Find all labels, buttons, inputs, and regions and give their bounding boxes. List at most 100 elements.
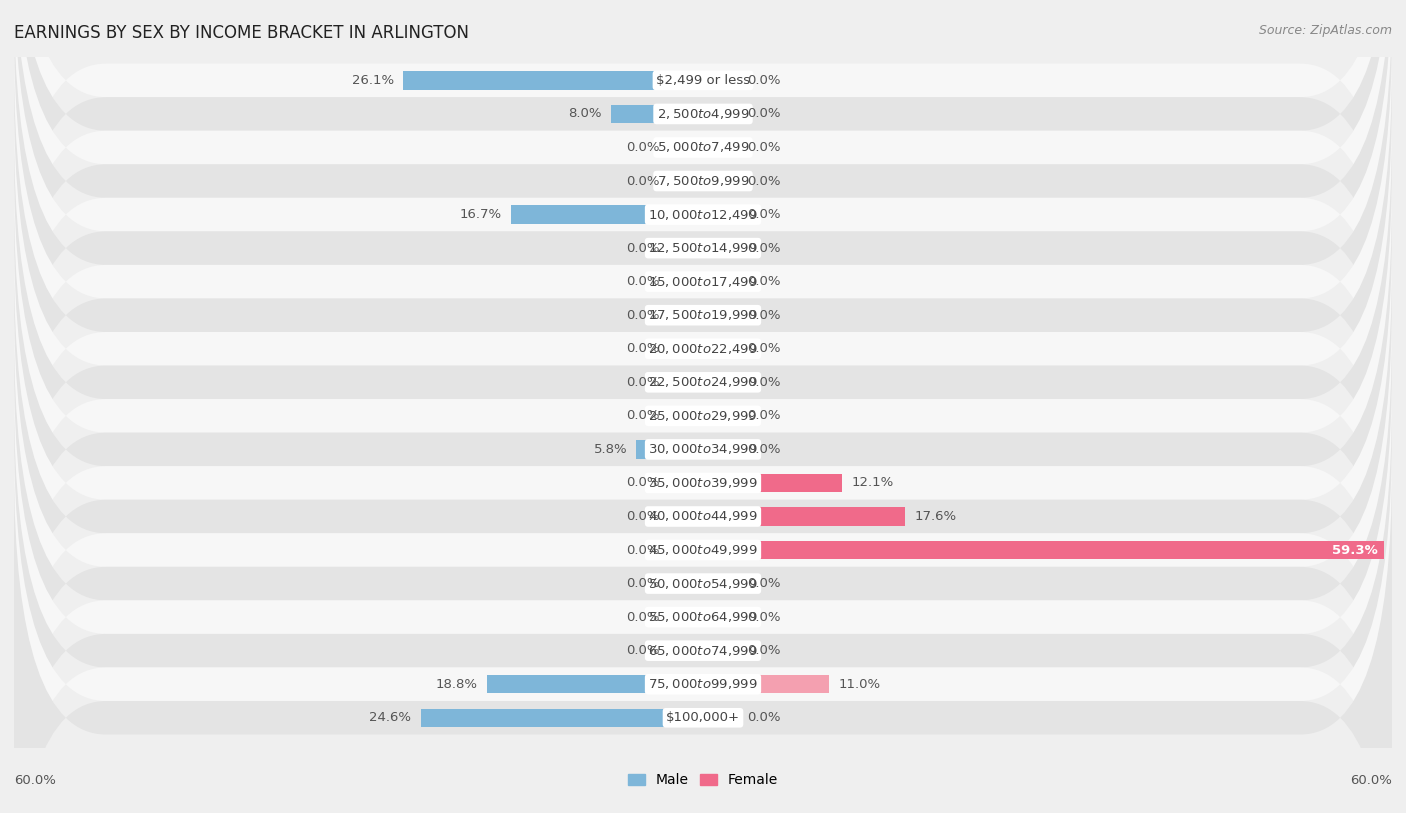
Text: 0.0%: 0.0% xyxy=(747,644,780,657)
Text: $50,000 to $54,999: $50,000 to $54,999 xyxy=(648,576,758,590)
FancyBboxPatch shape xyxy=(14,98,1392,600)
Text: $75,000 to $99,999: $75,000 to $99,999 xyxy=(648,677,758,691)
Text: 17.6%: 17.6% xyxy=(914,510,956,523)
Bar xyxy=(669,239,703,258)
FancyBboxPatch shape xyxy=(14,198,1392,701)
Text: $5,000 to $7,499: $5,000 to $7,499 xyxy=(657,141,749,154)
Bar xyxy=(612,105,703,123)
Text: 26.1%: 26.1% xyxy=(352,74,394,87)
Text: $2,500 to $4,999: $2,500 to $4,999 xyxy=(657,107,749,121)
Bar xyxy=(703,172,738,190)
Legend: Male, Female: Male, Female xyxy=(623,767,783,793)
Text: 0.0%: 0.0% xyxy=(747,376,780,389)
FancyBboxPatch shape xyxy=(14,298,1392,802)
Text: 0.0%: 0.0% xyxy=(626,410,659,422)
Text: $30,000 to $34,999: $30,000 to $34,999 xyxy=(648,442,758,456)
Text: 12.1%: 12.1% xyxy=(851,476,893,489)
Bar xyxy=(512,206,703,224)
Text: 0.0%: 0.0% xyxy=(747,577,780,590)
FancyBboxPatch shape xyxy=(14,0,1392,399)
Text: 0.0%: 0.0% xyxy=(626,275,659,288)
Text: 0.0%: 0.0% xyxy=(626,342,659,355)
FancyBboxPatch shape xyxy=(14,433,1392,813)
Text: $2,499 or less: $2,499 or less xyxy=(657,74,749,87)
FancyBboxPatch shape xyxy=(14,399,1392,813)
Text: 0.0%: 0.0% xyxy=(747,410,780,422)
Bar xyxy=(703,641,738,660)
Text: Source: ZipAtlas.com: Source: ZipAtlas.com xyxy=(1258,24,1392,37)
Text: 0.0%: 0.0% xyxy=(626,544,659,557)
Bar xyxy=(669,474,703,492)
Text: 0.0%: 0.0% xyxy=(747,443,780,456)
Text: 0.0%: 0.0% xyxy=(747,241,780,254)
Bar xyxy=(703,608,738,626)
Bar xyxy=(669,507,703,526)
Text: $12,500 to $14,999: $12,500 to $14,999 xyxy=(648,241,758,255)
Bar xyxy=(703,272,738,291)
Text: 0.0%: 0.0% xyxy=(747,141,780,154)
Text: 8.0%: 8.0% xyxy=(568,107,602,120)
FancyBboxPatch shape xyxy=(14,232,1392,734)
Text: 0.0%: 0.0% xyxy=(747,275,780,288)
Bar xyxy=(703,507,905,526)
Text: 0.0%: 0.0% xyxy=(626,510,659,523)
Bar xyxy=(404,72,703,89)
Bar xyxy=(669,172,703,190)
Text: 0.0%: 0.0% xyxy=(626,309,659,322)
Text: 0.0%: 0.0% xyxy=(626,376,659,389)
Text: $35,000 to $39,999: $35,000 to $39,999 xyxy=(648,476,758,490)
FancyBboxPatch shape xyxy=(14,366,1392,813)
Text: 24.6%: 24.6% xyxy=(370,711,412,724)
FancyBboxPatch shape xyxy=(14,466,1392,813)
Bar xyxy=(703,574,738,593)
Text: $65,000 to $74,999: $65,000 to $74,999 xyxy=(648,644,758,658)
Text: 0.0%: 0.0% xyxy=(747,611,780,624)
Text: 0.0%: 0.0% xyxy=(626,175,659,188)
Text: 0.0%: 0.0% xyxy=(626,241,659,254)
Bar xyxy=(669,272,703,291)
Text: $55,000 to $64,999: $55,000 to $64,999 xyxy=(648,610,758,624)
Bar xyxy=(703,440,738,459)
Bar xyxy=(703,541,1384,559)
Text: 16.7%: 16.7% xyxy=(460,208,502,221)
Text: 0.0%: 0.0% xyxy=(747,342,780,355)
Text: $20,000 to $22,499: $20,000 to $22,499 xyxy=(648,341,758,356)
FancyBboxPatch shape xyxy=(14,131,1392,634)
Bar xyxy=(703,340,738,358)
Bar xyxy=(703,138,738,157)
Bar xyxy=(703,306,738,324)
Bar xyxy=(703,675,830,693)
Text: $25,000 to $29,999: $25,000 to $29,999 xyxy=(648,409,758,423)
Bar xyxy=(669,541,703,559)
Text: 0.0%: 0.0% xyxy=(626,476,659,489)
Text: 60.0%: 60.0% xyxy=(14,774,56,787)
Bar xyxy=(669,641,703,660)
Bar xyxy=(703,373,738,392)
Bar xyxy=(703,206,738,224)
Bar xyxy=(669,574,703,593)
Bar xyxy=(669,608,703,626)
Text: $40,000 to $44,999: $40,000 to $44,999 xyxy=(648,510,758,524)
Text: $10,000 to $12,499: $10,000 to $12,499 xyxy=(648,207,758,222)
Bar xyxy=(703,72,738,89)
Bar xyxy=(420,709,703,727)
Bar xyxy=(669,138,703,157)
Text: 0.0%: 0.0% xyxy=(747,711,780,724)
FancyBboxPatch shape xyxy=(14,0,1392,466)
Text: $22,500 to $24,999: $22,500 to $24,999 xyxy=(648,376,758,389)
Text: 0.0%: 0.0% xyxy=(747,74,780,87)
Text: 0.0%: 0.0% xyxy=(626,141,659,154)
Bar xyxy=(669,373,703,392)
Bar xyxy=(669,340,703,358)
Text: $45,000 to $49,999: $45,000 to $49,999 xyxy=(648,543,758,557)
Text: 0.0%: 0.0% xyxy=(747,208,780,221)
FancyBboxPatch shape xyxy=(14,63,1392,567)
FancyBboxPatch shape xyxy=(14,0,1392,332)
Text: 0.0%: 0.0% xyxy=(626,577,659,590)
Bar xyxy=(703,239,738,258)
Bar xyxy=(703,709,738,727)
Text: 11.0%: 11.0% xyxy=(838,678,880,691)
Text: 0.0%: 0.0% xyxy=(626,644,659,657)
Text: 0.0%: 0.0% xyxy=(626,611,659,624)
Text: 18.8%: 18.8% xyxy=(436,678,478,691)
